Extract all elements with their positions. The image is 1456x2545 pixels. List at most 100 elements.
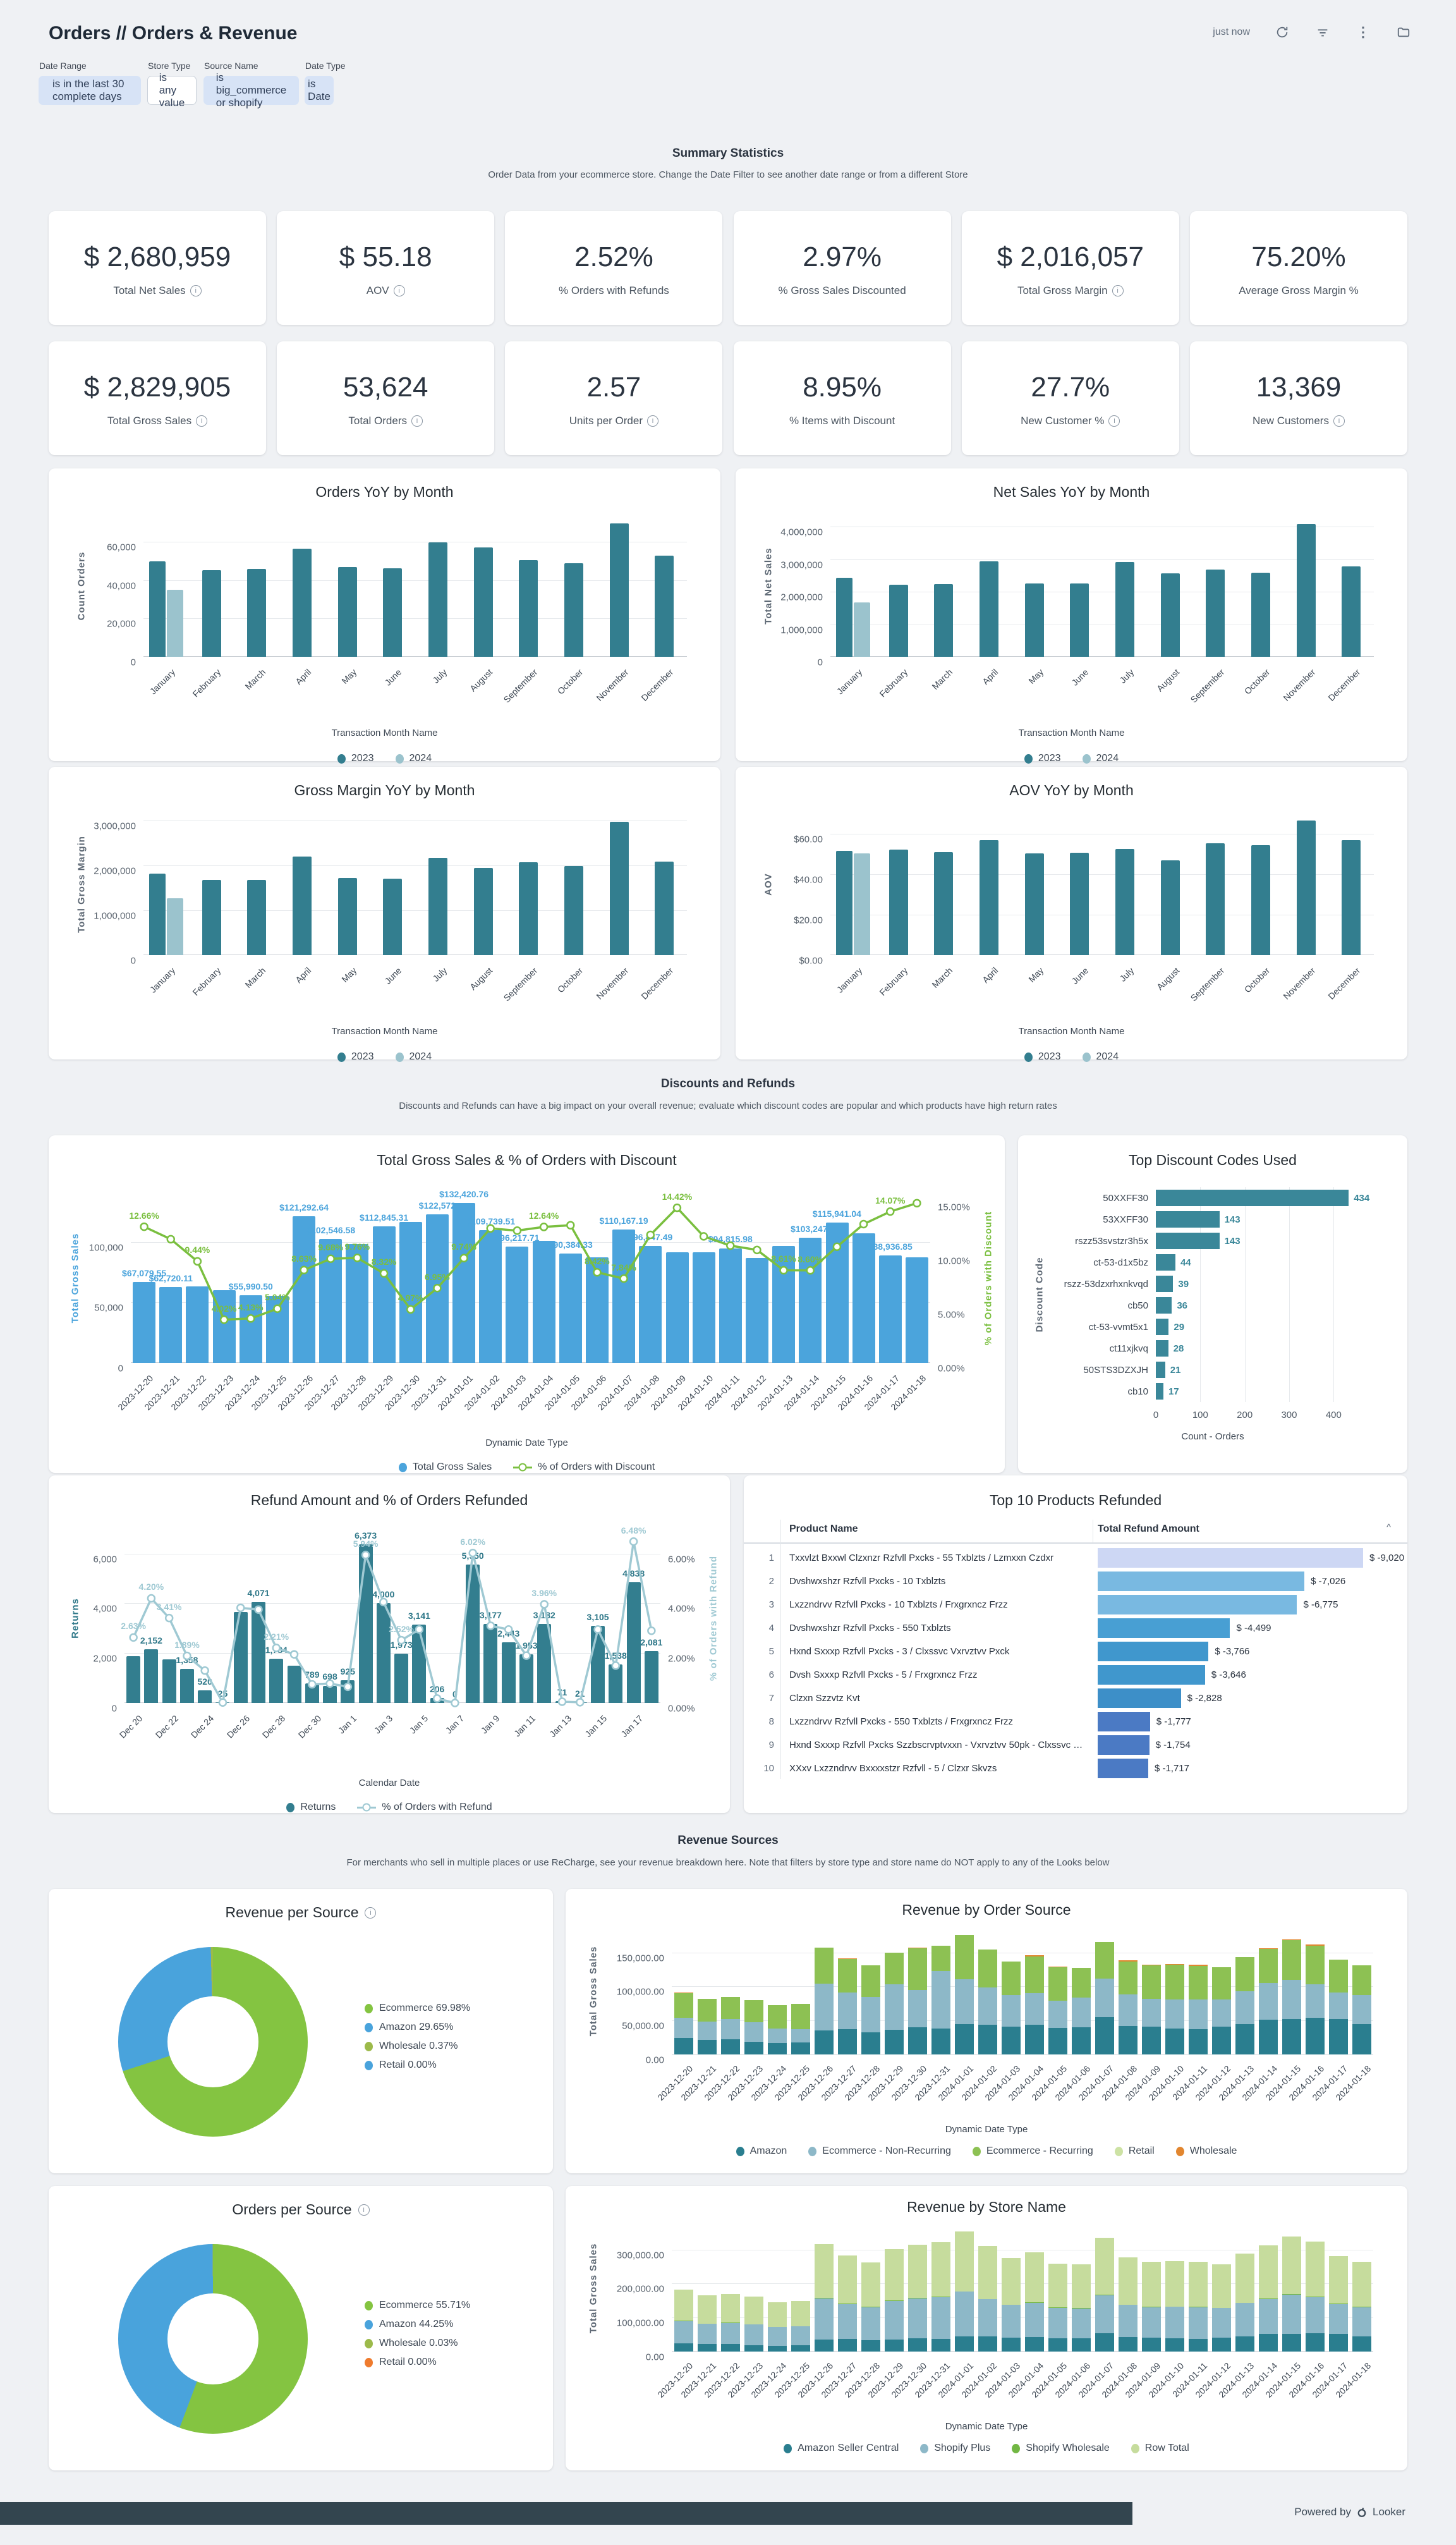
stacked-bar[interactable]	[1305, 2225, 1325, 2352]
legend-item[interactable]: Returns	[286, 1802, 336, 1813]
legend-item[interactable]: Retail	[1114, 2145, 1155, 2157]
bar-2023[interactable]	[337, 877, 357, 955]
bar[interactable]	[479, 1230, 502, 1363]
stacked-bar[interactable]	[1352, 1928, 1371, 2054]
legend-item[interactable]: 2024	[1082, 1051, 1119, 1063]
stacked-bar[interactable]	[791, 2225, 810, 2352]
stacked-bar[interactable]	[837, 1928, 857, 2054]
kpi-tile[interactable]: $ 2,829,905 Total Gross Sales i	[49, 341, 266, 455]
refresh-icon[interactable]	[1274, 24, 1290, 40]
bar-2023[interactable]	[1160, 573, 1180, 657]
kpi-tile[interactable]: 2.97% % Gross Sales Discounted	[733, 211, 951, 325]
stacked-bar[interactable]	[1024, 2225, 1044, 2352]
filter-store-type[interactable]: is any value	[147, 71, 197, 109]
bar[interactable]	[799, 1238, 822, 1363]
bar-2023[interactable]	[519, 560, 538, 657]
bar[interactable]	[323, 1685, 337, 1703]
legend-item[interactable]: Amazon	[736, 2145, 787, 2157]
bar[interactable]	[852, 1233, 875, 1363]
bar[interactable]	[198, 1690, 212, 1703]
bar-2023[interactable]	[337, 567, 357, 657]
bar[interactable]	[1156, 1190, 1349, 1206]
stacked-bar[interactable]	[884, 1928, 904, 2054]
bar[interactable]	[305, 1683, 319, 1703]
stacked-bar[interactable]	[931, 2225, 950, 2352]
bar-2023[interactable]	[519, 862, 538, 955]
legend-item[interactable]: Wholesale	[1175, 2145, 1237, 2157]
bar[interactable]	[1156, 1362, 1165, 1378]
bar[interactable]	[665, 1252, 689, 1363]
bar[interactable]	[186, 1286, 209, 1363]
legend-item[interactable]: 2023	[1024, 1051, 1061, 1063]
stacked-bar[interactable]	[1071, 2225, 1091, 2352]
kpi-tile[interactable]: 75.20% Average Gross Margin %	[1190, 211, 1407, 325]
bar[interactable]	[162, 1659, 176, 1703]
legend-item[interactable]: Ecommerce - Recurring	[972, 2145, 1093, 2157]
bar[interactable]	[559, 1253, 582, 1363]
stacked-bar[interactable]	[1352, 2225, 1371, 2352]
stacked-bar[interactable]	[814, 2225, 834, 2352]
legend-item[interactable]: 2024	[1082, 753, 1119, 764]
legend-item[interactable]: Wholesale 0.37%	[365, 2041, 470, 2052]
stacked-bar[interactable]	[791, 1928, 810, 2054]
bar[interactable]	[394, 1654, 409, 1703]
folder-icon[interactable]	[1395, 24, 1412, 40]
table-row[interactable]: 2 Dvshwxshzr Rzfvll Pxcks - 10 Txblzts $ -…	[744, 1570, 1407, 1593]
bar-2023[interactable]	[979, 561, 998, 657]
stacked-bar[interactable]	[954, 1928, 974, 2054]
info-icon[interactable]: i	[196, 415, 208, 427]
info-icon[interactable]: i	[190, 285, 202, 296]
filter-icon[interactable]	[1314, 24, 1331, 40]
stacked-bar[interactable]	[837, 2225, 857, 2352]
bar-2023[interactable]	[934, 584, 954, 657]
info-icon[interactable]: i	[1333, 415, 1345, 427]
collapse-caret-icon[interactable]: ^	[1386, 1522, 1391, 1533]
bar[interactable]	[506, 1246, 529, 1363]
legend-item[interactable]: Ecommerce - Non-Recurring	[808, 2145, 951, 2157]
bar[interactable]	[1156, 1340, 1168, 1357]
bar-2024[interactable]	[166, 898, 183, 955]
bar-2023[interactable]	[1342, 566, 1361, 657]
bar[interactable]	[376, 1603, 391, 1703]
kpi-tile[interactable]: 8.95% % Items with Discount	[733, 341, 951, 455]
bar-2023[interactable]	[292, 856, 312, 955]
bar[interactable]	[537, 1623, 552, 1703]
bar-2023[interactable]	[564, 563, 583, 657]
bar[interactable]	[644, 1651, 658, 1703]
stacked-bar[interactable]	[1211, 2225, 1231, 2352]
legend-item[interactable]: 2024	[395, 753, 432, 764]
stacked-bar[interactable]	[1118, 2225, 1138, 2352]
kpi-tile[interactable]: 2.57 Units per Order i	[505, 341, 723, 455]
legend-item[interactable]: Amazon 44.25%	[365, 2319, 470, 2330]
table-row[interactable]: 9 Hxnd Sxxxp Rzfvll Pxcks Szzbscrvptvxxn …	[744, 1733, 1407, 1757]
stacked-bar[interactable]	[1095, 2225, 1114, 2352]
bar-2023[interactable]	[202, 880, 221, 955]
bar[interactable]	[269, 1658, 284, 1703]
table-row[interactable]: 7 Clzxn Szzvtz Kvt $ -2,828	[744, 1687, 1407, 1710]
filter-source-name[interactable]: is big_commerce or shopify	[203, 71, 299, 109]
stacked-bar[interactable]	[978, 1928, 997, 2054]
powered-by-looker[interactable]: Powered by Looker	[1294, 2506, 1405, 2518]
kpi-tile[interactable]: $ 2,016,057 Total Gross Margin i	[961, 211, 1179, 325]
stacked-bar[interactable]	[744, 2225, 763, 2352]
stacked-bar[interactable]	[1165, 2225, 1184, 2352]
bar[interactable]	[399, 1222, 422, 1363]
stacked-bar[interactable]	[1235, 1928, 1254, 2054]
kpi-tile[interactable]: 13,369 New Customers i	[1190, 341, 1407, 455]
bar[interactable]	[719, 1248, 742, 1363]
stacked-bar[interactable]	[1141, 1928, 1161, 2054]
kpi-tile[interactable]: $ 2,680,959 Total Net Sales i	[49, 211, 266, 325]
legend-item[interactable]: Ecommerce 69.98%	[365, 2003, 470, 2014]
stacked-bar[interactable]	[1024, 1928, 1044, 2054]
stacked-bar[interactable]	[814, 1928, 834, 2054]
bar-2023[interactable]	[428, 542, 447, 657]
bar-2024[interactable]	[853, 602, 870, 657]
bar[interactable]	[1156, 1297, 1172, 1314]
more-menu-icon[interactable]: ⋮	[1356, 24, 1370, 40]
stacked-bar[interactable]	[1258, 1928, 1278, 2054]
table-row[interactable]: 10 XXxv Lxzzndrvv Bxxxxstzr Rzfvll - 5 / …	[744, 1757, 1407, 1780]
bar-2023[interactable]	[1024, 583, 1044, 657]
info-icon[interactable]: i	[1108, 415, 1120, 427]
stacked-bar[interactable]	[1001, 1928, 1021, 2054]
bar-2023[interactable]	[428, 857, 447, 955]
